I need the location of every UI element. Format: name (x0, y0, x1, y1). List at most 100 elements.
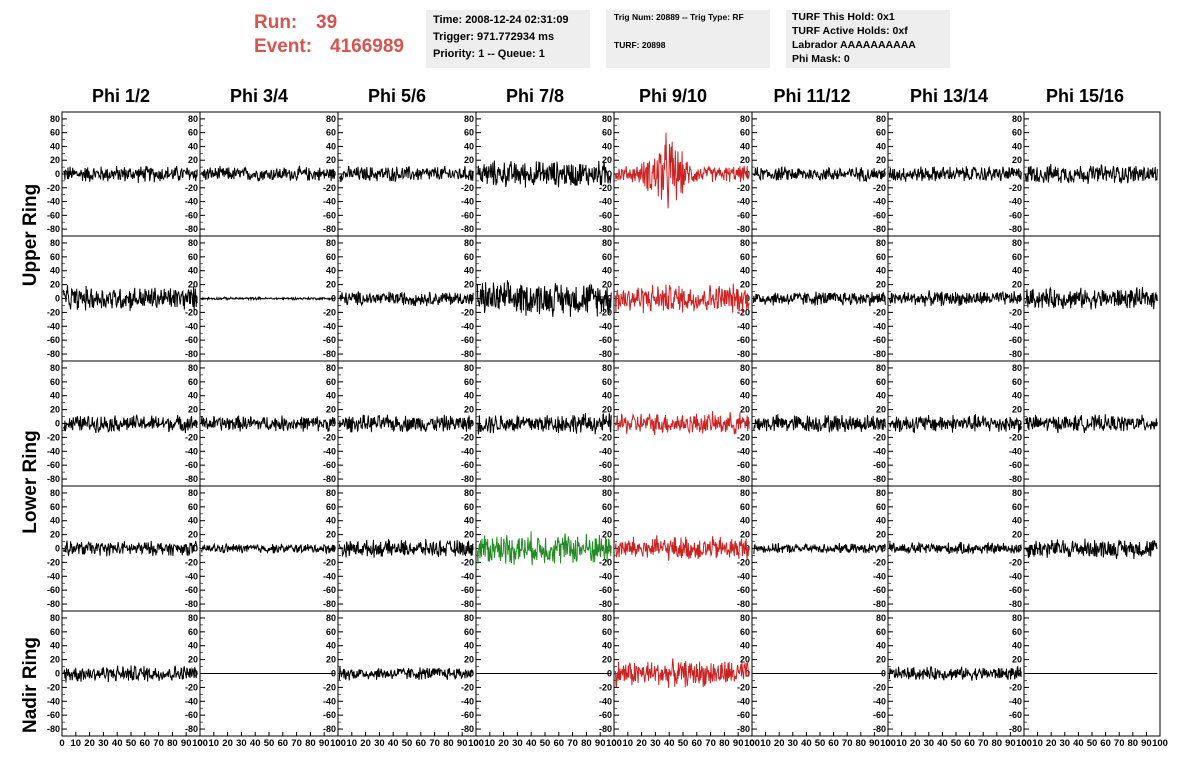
y-tick-label: 40 (876, 266, 886, 276)
y-tick-label: 80 (602, 238, 612, 248)
y-tick-label: 60 (740, 627, 750, 637)
y-tick-label: 60 (188, 252, 198, 262)
y-tick-label: 20 (1012, 155, 1022, 165)
y-tick-label: 80 (188, 613, 198, 623)
y-tick-label: 0 (1017, 419, 1022, 429)
x-tick-label: 30 (1060, 738, 1071, 749)
y-tick-label: -20 (873, 432, 886, 442)
trig-num-text: Trig Num: 20889 -- Trig Type: RF (614, 12, 744, 22)
y-tick-label: -80 (461, 474, 474, 484)
y-tick-label: -20 (1009, 557, 1022, 567)
run-label: Run: (254, 12, 298, 33)
y-tick-label: 60 (50, 502, 60, 512)
x-tick-label: 90 (181, 738, 192, 749)
phi-column-header: Phi 5/6 (367, 86, 427, 106)
x-tick-label: 30 (98, 738, 109, 749)
y-tick-label: 20 (326, 655, 336, 665)
y-tick-label: 80 (50, 488, 60, 498)
y-tick-label: 40 (1012, 391, 1022, 401)
y-tick-label: 60 (50, 128, 60, 138)
y-tick-label: 20 (464, 280, 474, 290)
y-tick-label: 20 (1012, 405, 1022, 415)
x-tick-label: 100 (1152, 738, 1168, 749)
x-tick-label: 0 (611, 738, 616, 749)
waveform-trace (63, 665, 198, 683)
phi-column-header: Phi 11/12 (773, 86, 851, 106)
x-tick-label: 10 (623, 738, 634, 749)
waveform-trace (888, 541, 1022, 555)
x-tick-label: 50 (126, 738, 137, 749)
x-tick-label: 10 (896, 738, 907, 749)
x-tick-label: 20 (636, 738, 647, 749)
y-tick-label: 80 (188, 238, 198, 248)
y-tick-label: 0 (193, 544, 198, 554)
waveform-trace (476, 412, 612, 435)
y-tick-label: -60 (737, 335, 750, 345)
x-tick-label: 70 (705, 738, 716, 749)
y-tick-label: -20 (323, 557, 336, 567)
y-tick-label: 20 (188, 405, 198, 415)
trigger-text: Trigger: 971.772934 ms (433, 31, 555, 43)
waveform-trace (477, 160, 612, 188)
y-tick-label: -80 (461, 599, 474, 609)
x-tick-label: 90 (319, 738, 330, 749)
y-tick-label: 40 (740, 641, 750, 651)
y-tick-label: 60 (50, 627, 60, 637)
waveform-trace (338, 666, 474, 681)
y-tick-label: -80 (1009, 349, 1022, 359)
y-tick-label: 80 (326, 613, 336, 623)
y-tick-label: 60 (876, 252, 886, 262)
y-tick-label: -40 (873, 197, 886, 207)
turf-text: TURF: 20898 (614, 40, 666, 50)
y-tick-label: 20 (740, 405, 750, 415)
y-tick-label: -60 (599, 335, 612, 345)
x-tick-label: 0 (885, 738, 890, 749)
x-tick-label: 90 (1141, 738, 1152, 749)
y-tick-label: 20 (50, 155, 60, 165)
y-tick-label: 60 (1012, 128, 1022, 138)
y-tick-label: 60 (464, 502, 474, 512)
y-tick-label: -40 (1009, 446, 1022, 456)
event-label: Event: (254, 36, 313, 57)
y-tick-label: 60 (188, 128, 198, 138)
x-tick-label: 100 (1016, 738, 1032, 749)
x-tick-label: 10 (71, 738, 82, 749)
y-tick-label: 60 (876, 377, 886, 387)
y-tick-label: -40 (737, 321, 750, 331)
y-tick-label: -40 (185, 446, 198, 456)
y-tick-label: 60 (1012, 627, 1022, 637)
waveform-trace (1024, 538, 1158, 560)
y-tick-label: 40 (188, 141, 198, 151)
turf-info-box: TURF This Hold: 0x1 TURF Active Holds: 0… (786, 10, 950, 68)
y-tick-label: -80 (737, 724, 750, 734)
waveform-trace (339, 291, 474, 307)
y-tick-label: -40 (599, 571, 612, 581)
y-tick-label: -40 (185, 696, 198, 706)
y-tick-label: -60 (323, 710, 336, 720)
y-tick-label: 20 (464, 155, 474, 165)
y-tick-label: 80 (740, 363, 750, 373)
y-tick-label: -60 (185, 460, 198, 470)
y-tick-label: -40 (1009, 696, 1022, 706)
y-tick-label: -80 (737, 474, 750, 484)
y-tick-label: 0 (55, 669, 60, 679)
y-tick-label: 20 (326, 405, 336, 415)
y-tick-label: 60 (740, 252, 750, 262)
y-tick-label: -60 (185, 585, 198, 595)
y-tick-label: 40 (464, 266, 474, 276)
y-tick-label: -40 (737, 446, 750, 456)
y-tick-label: -40 (323, 446, 336, 456)
waveform-trace (752, 291, 886, 307)
y-tick-label: 80 (876, 238, 886, 248)
y-tick-label: -80 (461, 724, 474, 734)
y-tick-label: -60 (1009, 460, 1022, 470)
y-tick-label: -40 (185, 571, 198, 581)
y-tick-label: 60 (1012, 377, 1022, 387)
waveform-trace (62, 413, 198, 434)
y-tick-label: -60 (873, 210, 886, 220)
y-tick-label: -60 (461, 460, 474, 470)
x-tick-label: 40 (937, 738, 948, 749)
x-tick-label: 50 (678, 738, 689, 749)
y-tick-label: -40 (599, 197, 612, 207)
y-tick-label: -20 (873, 682, 886, 692)
